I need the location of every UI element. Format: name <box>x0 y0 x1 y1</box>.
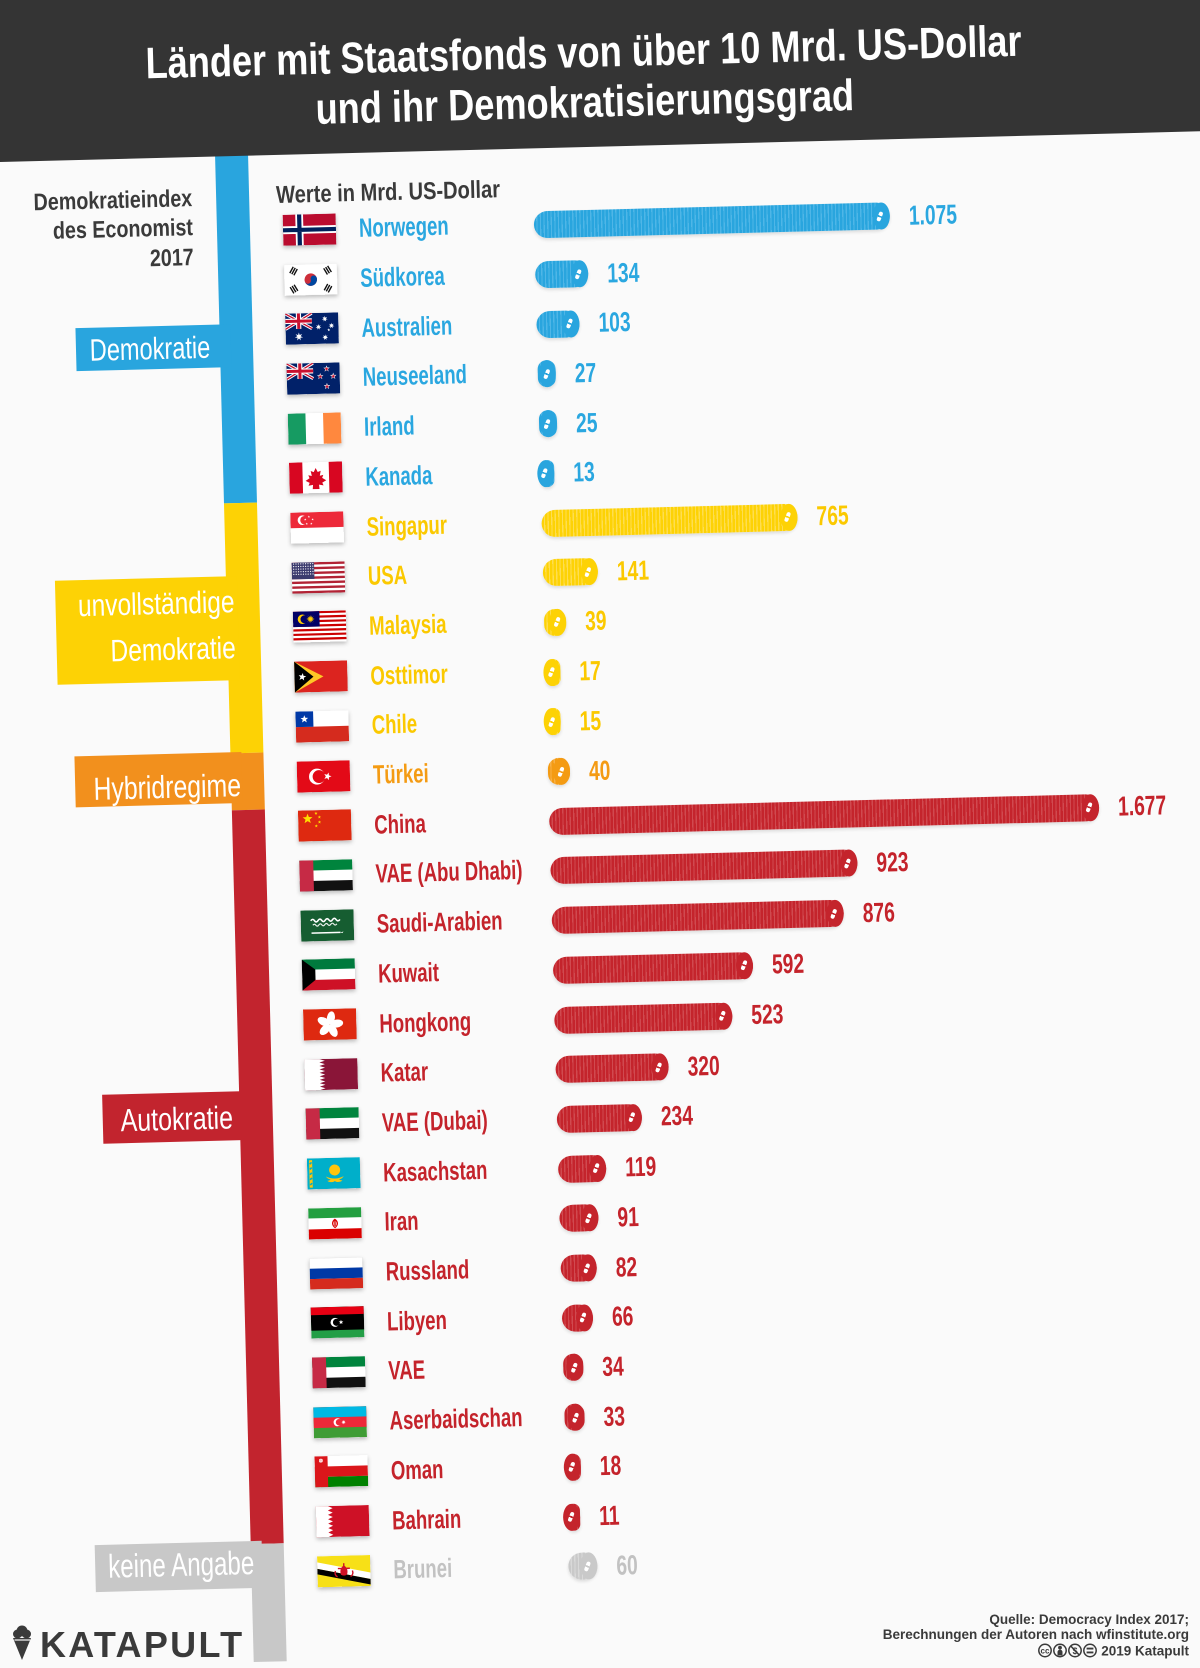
svg-text:cc: cc <box>1041 1646 1050 1655</box>
